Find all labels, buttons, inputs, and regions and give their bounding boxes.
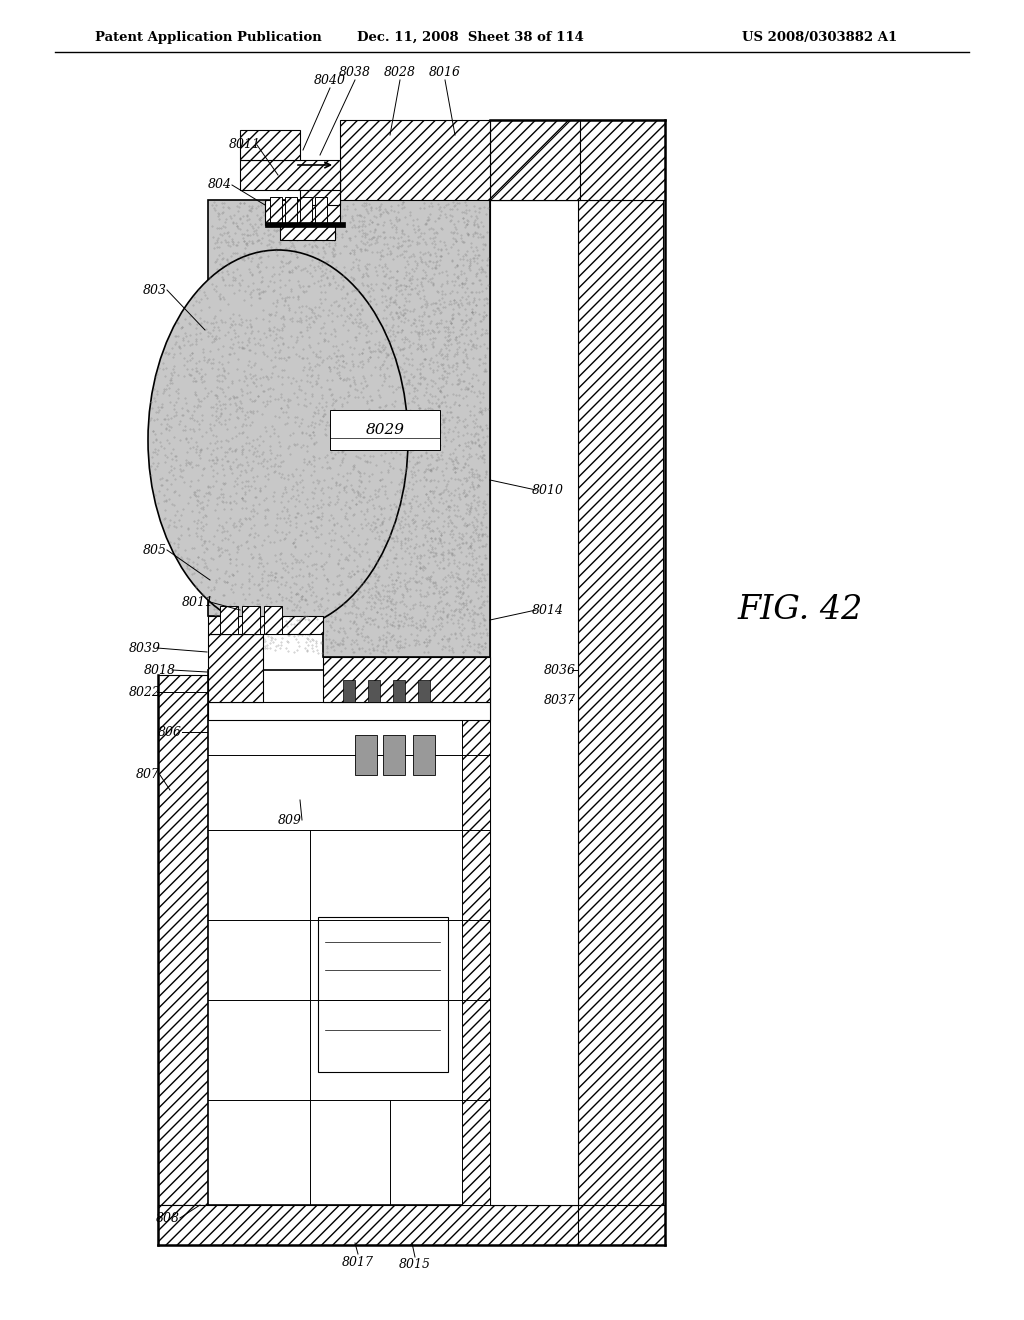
Text: 808: 808 (156, 1212, 180, 1225)
Bar (355, 735, 377, 775)
Bar (383, 735, 406, 775)
Polygon shape (208, 201, 490, 657)
Text: 8018: 8018 (144, 664, 176, 676)
Bar (208, 671, 490, 1205)
Text: 8014: 8014 (532, 603, 564, 616)
Text: Patent Application Publication: Patent Application Publication (95, 30, 322, 44)
Text: 8037: 8037 (544, 693, 575, 706)
Text: 806: 806 (158, 726, 182, 738)
Text: 8011: 8011 (182, 595, 214, 609)
Text: 8016: 8016 (429, 66, 461, 78)
Polygon shape (270, 197, 282, 224)
Polygon shape (578, 145, 663, 1225)
Text: 803: 803 (143, 284, 167, 297)
Polygon shape (280, 224, 335, 240)
Text: 8010: 8010 (532, 483, 564, 496)
Text: 805: 805 (143, 544, 167, 557)
Bar (330, 411, 440, 450)
Polygon shape (240, 129, 300, 160)
Text: 8029: 8029 (366, 422, 404, 437)
Polygon shape (323, 657, 490, 702)
Bar (265, 222, 345, 227)
Polygon shape (490, 1205, 665, 1245)
Polygon shape (220, 606, 238, 634)
Polygon shape (240, 160, 340, 190)
Polygon shape (208, 634, 263, 702)
Ellipse shape (148, 249, 408, 630)
Text: 809: 809 (278, 813, 302, 826)
Polygon shape (264, 606, 282, 634)
Polygon shape (462, 671, 490, 1205)
Text: FIG. 42: FIG. 42 (737, 594, 862, 626)
Text: 807: 807 (136, 768, 160, 781)
Text: Dec. 11, 2008  Sheet 38 of 114: Dec. 11, 2008 Sheet 38 of 114 (356, 30, 584, 44)
Polygon shape (300, 176, 340, 205)
Bar (208, 702, 490, 719)
Polygon shape (158, 1205, 578, 1245)
Polygon shape (158, 1205, 208, 1245)
Text: 8015: 8015 (399, 1258, 431, 1271)
Polygon shape (265, 201, 340, 224)
Text: 8017: 8017 (342, 1255, 374, 1269)
Polygon shape (300, 197, 312, 224)
Polygon shape (158, 675, 208, 1205)
Bar (343, 680, 355, 702)
Polygon shape (490, 120, 580, 201)
Bar (318, 917, 449, 1072)
Polygon shape (340, 120, 490, 201)
Text: 804: 804 (208, 178, 232, 191)
Bar (418, 680, 430, 702)
Text: 8028: 8028 (384, 66, 416, 78)
Polygon shape (208, 616, 323, 634)
Text: 8036: 8036 (544, 664, 575, 676)
Text: 8040: 8040 (314, 74, 346, 87)
Polygon shape (490, 120, 665, 201)
Bar (413, 735, 435, 775)
Text: 8011: 8011 (229, 139, 261, 152)
Polygon shape (315, 197, 327, 224)
Polygon shape (285, 197, 297, 224)
Text: 8022: 8022 (129, 685, 161, 698)
Text: 8038: 8038 (339, 66, 371, 78)
Bar (368, 680, 380, 702)
Text: US 2008/0303882 A1: US 2008/0303882 A1 (742, 30, 898, 44)
Polygon shape (490, 120, 665, 201)
Bar (393, 680, 406, 702)
Bar (490, 201, 578, 1205)
Polygon shape (242, 606, 260, 634)
Text: 8039: 8039 (129, 642, 161, 655)
